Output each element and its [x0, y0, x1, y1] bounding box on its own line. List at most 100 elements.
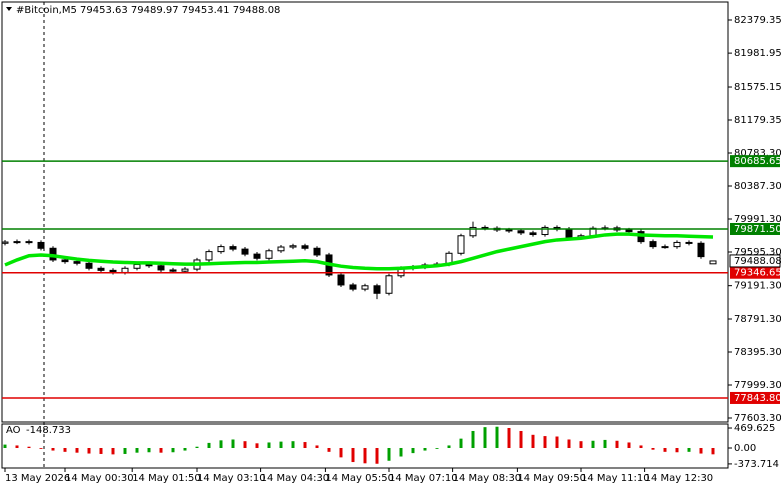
x-tick-label: 14 May 12:30 — [645, 473, 714, 484]
ao-bar — [555, 436, 559, 448]
candle-body — [709, 260, 717, 265]
ao-bar — [603, 439, 607, 448]
candle-body — [37, 241, 45, 249]
candle-body — [649, 241, 657, 248]
ao-bar — [375, 448, 379, 464]
candle-body — [145, 264, 153, 267]
ao-bar — [519, 430, 523, 448]
candle-body — [289, 245, 297, 248]
ao-bar — [435, 448, 439, 449]
ao-bar — [15, 445, 19, 448]
ao-bar — [51, 448, 55, 451]
x-tick-label: 14 May 08:30 — [453, 473, 522, 484]
ao-bar — [327, 448, 331, 452]
candle-body — [673, 241, 681, 248]
x-tick-label: 14 May 07:10 — [389, 473, 458, 484]
ao-pane — [1, 423, 729, 469]
ao-bar — [675, 448, 679, 453]
ao-bar — [27, 446, 31, 448]
ao-bar — [711, 448, 715, 455]
ao-bar — [159, 448, 163, 453]
ao-bar — [411, 448, 415, 454]
ao-bar — [699, 448, 703, 454]
ao-bar — [495, 426, 499, 448]
ao-bar — [339, 448, 343, 458]
marks: 82379.35 81981.95 81575.15 81179.35 80783.30… — [1, 15, 781, 484]
y-tick-label: 77999.30 — [734, 380, 781, 391]
candle-body — [529, 232, 537, 236]
x-tick-label: 14 May 01:50 — [132, 473, 201, 484]
level-label: 79346.65 — [734, 268, 781, 279]
ao-bar — [87, 448, 91, 454]
candle-body — [169, 269, 177, 272]
candle-body — [541, 226, 549, 236]
candle-body — [25, 241, 33, 244]
ao-bar — [399, 448, 403, 457]
ao-bar — [171, 448, 175, 453]
price-label-box — [729, 254, 781, 268]
level-label: 79871.50 — [734, 224, 781, 235]
level-label-box — [730, 266, 780, 279]
y-tick-label: 0.00 — [734, 443, 756, 454]
y-tick-label: 82379.35 — [734, 15, 781, 26]
candle-body — [505, 229, 513, 232]
x-tick-label: 14 May 03:10 — [197, 473, 266, 484]
ao-bar — [687, 448, 691, 452]
ao-bar — [99, 448, 103, 454]
candle-body — [85, 262, 93, 269]
ao-bar — [135, 448, 139, 453]
x-tick-label: 14 May 09:50 — [517, 473, 586, 484]
candle-body — [265, 250, 273, 259]
candle-body — [469, 226, 477, 237]
ao-bar — [207, 442, 211, 448]
ao-bar — [615, 440, 619, 448]
candle-body — [361, 285, 369, 290]
candle-body — [685, 241, 693, 244]
candle-body — [61, 259, 69, 263]
candle-body — [385, 275, 393, 294]
ao-name: AO — [6, 425, 21, 436]
symbol-arrow — [6, 7, 12, 11]
candle-body — [1, 241, 9, 244]
candle-body — [337, 274, 345, 286]
y-tick-label: 469.625 — [734, 423, 775, 434]
y-tick-label: 78395.30 — [734, 347, 781, 358]
x-tick-label: 13 May 2026 — [5, 473, 70, 484]
candle-body — [13, 241, 21, 244]
candle-body — [121, 267, 129, 273]
ao-bar — [279, 441, 283, 448]
candle-body — [133, 264, 141, 269]
y-tick-label: 79191.30 — [734, 281, 781, 292]
ao-bar — [147, 448, 151, 453]
candle-body — [625, 229, 633, 233]
candle-body — [73, 261, 81, 264]
ao-bar — [123, 448, 127, 454]
ao-bar — [447, 445, 451, 448]
candle-body — [205, 251, 213, 261]
x-tick-label: 14 May 04:30 — [261, 473, 330, 484]
ao-bar — [231, 439, 235, 448]
ao-bar — [219, 440, 223, 448]
candle-body — [301, 245, 309, 249]
ao-bar — [183, 448, 187, 451]
y-tick-label: 80783.30 — [734, 148, 781, 159]
ao-bar — [75, 448, 79, 453]
candle-body — [229, 246, 237, 250]
candle-body — [181, 268, 189, 272]
candle-body — [217, 246, 225, 253]
ao-bar — [531, 434, 535, 448]
x-tick-label: 14 May 00:30 — [65, 473, 134, 484]
ao-bar — [303, 442, 307, 448]
candle-body — [277, 246, 285, 252]
ao-bar — [579, 441, 583, 448]
ao-bar — [267, 442, 271, 448]
level-label: 80685.65 — [734, 156, 781, 167]
chart-title: #Bitcoin,M5 79453.63 79489.97 79453.41 7… — [16, 5, 280, 16]
candle-body — [253, 253, 261, 259]
ao-bar — [351, 448, 355, 463]
candle-body — [349, 284, 357, 290]
level-label-box — [730, 155, 780, 168]
ao-bar — [543, 436, 547, 448]
level-label-box — [730, 391, 780, 404]
